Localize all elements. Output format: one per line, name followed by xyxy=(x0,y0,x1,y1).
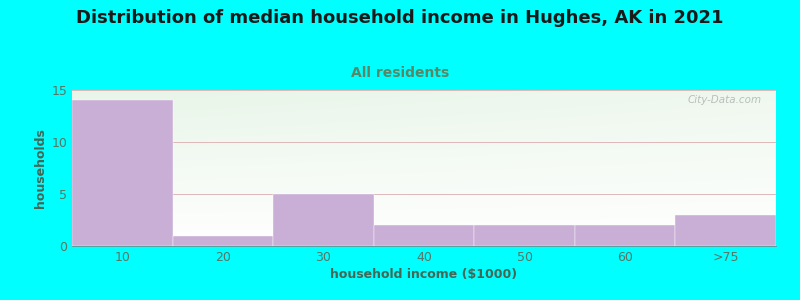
Bar xyxy=(374,225,474,246)
X-axis label: household income ($1000): household income ($1000) xyxy=(330,268,518,281)
Bar xyxy=(675,215,776,246)
Text: Distribution of median household income in Hughes, AK in 2021: Distribution of median household income … xyxy=(76,9,724,27)
Bar xyxy=(575,225,675,246)
Bar xyxy=(474,225,575,246)
Bar xyxy=(173,236,273,246)
Bar xyxy=(273,194,374,246)
Text: All residents: All residents xyxy=(351,66,449,80)
Y-axis label: households: households xyxy=(34,128,47,208)
Bar xyxy=(72,100,173,246)
Text: City-Data.com: City-Data.com xyxy=(688,95,762,105)
